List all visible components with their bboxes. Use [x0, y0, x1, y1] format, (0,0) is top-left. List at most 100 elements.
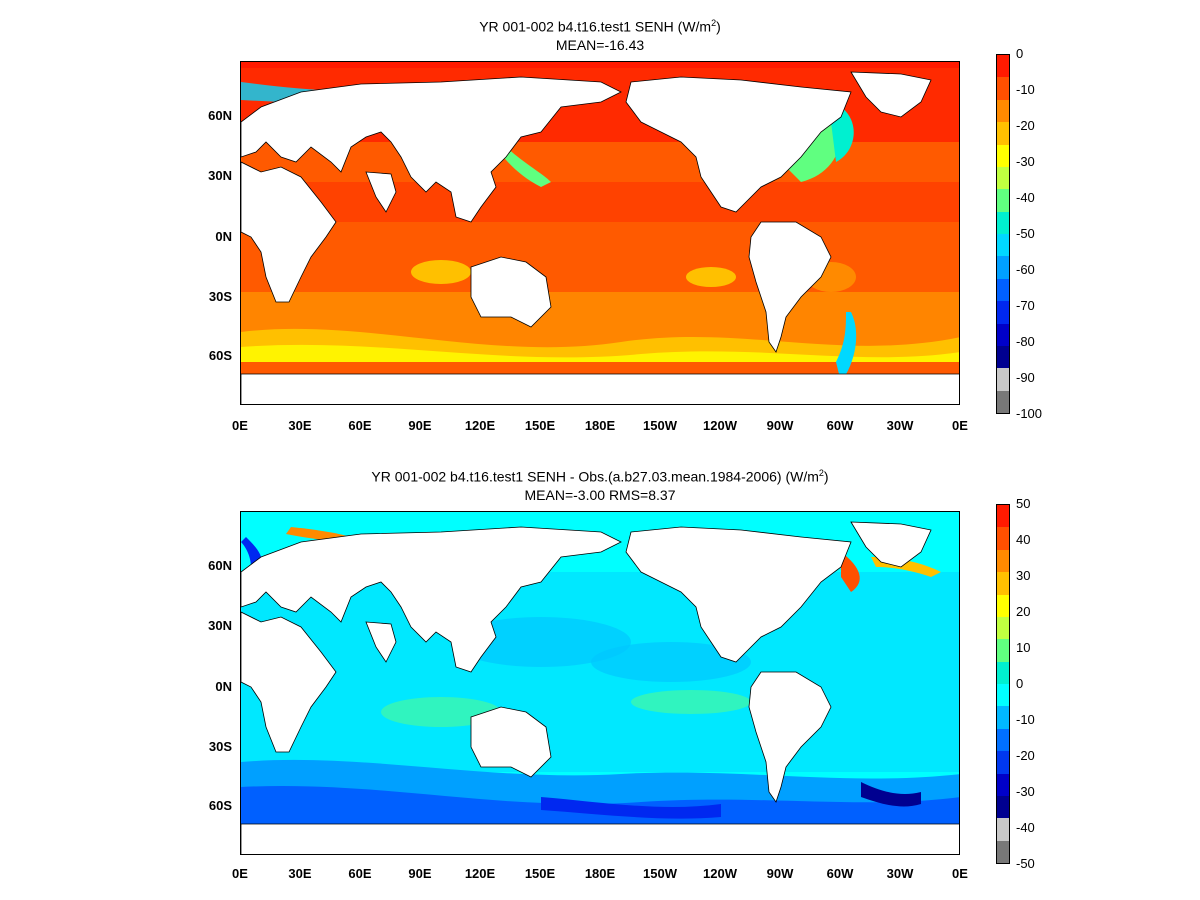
- colorbar-tick-label: 50: [1016, 496, 1031, 511]
- colorbar-tick-label: -50: [1016, 856, 1035, 871]
- lon-label: 0E: [232, 866, 248, 881]
- colorbar-segment: [997, 773, 1009, 796]
- lat-label: 30N: [208, 618, 232, 633]
- colorbar-segment: [997, 301, 1009, 324]
- colorbar-segment: [997, 390, 1009, 413]
- colorbar: [996, 504, 1010, 864]
- lat-label: 0N: [215, 229, 232, 244]
- colorbar-segment: [997, 256, 1009, 279]
- lon-label: 30W: [886, 418, 914, 433]
- lon-label: 90W: [766, 866, 794, 881]
- colorbar-segment: [997, 594, 1009, 617]
- colorbar-segment: [997, 278, 1009, 302]
- colorbar-tick-label: 0: [1016, 46, 1024, 61]
- colorbar-segment: [997, 751, 1009, 774]
- lon-label: 60W: [826, 866, 854, 881]
- lon-label: 90E: [408, 866, 432, 881]
- lat-label: 60S: [208, 798, 232, 813]
- lon-label: 0E: [232, 418, 248, 433]
- lon-label: 120W: [703, 866, 737, 881]
- panel-title: YR 001-002 b4.t16.test1 SENH (W/m2): [479, 18, 721, 35]
- world-map: [240, 61, 960, 405]
- colorbar-tick-label: -70: [1016, 298, 1035, 313]
- lat-label: 60S: [208, 348, 232, 363]
- colorbar-segment: [997, 189, 1009, 212]
- lat-label: 30S: [208, 739, 232, 754]
- colorbar-segment: [997, 77, 1009, 100]
- lon-label: 90W: [766, 418, 794, 433]
- lon-label: 150W: [643, 418, 677, 433]
- lon-label: 60E: [348, 866, 372, 881]
- lon-label: 150E: [524, 418, 556, 433]
- colorbar-tick-label: 20: [1016, 604, 1031, 619]
- lon-label: 60E: [348, 418, 372, 433]
- colorbar-segment: [997, 706, 1009, 729]
- lon-label: 0E: [952, 866, 968, 881]
- lon-label: 120E: [464, 418, 496, 433]
- lat-label: 0N: [215, 679, 232, 694]
- colorbar-segment: [997, 211, 1009, 234]
- colorbar-segment: [997, 549, 1009, 573]
- colorbar-segment: [997, 572, 1009, 595]
- colorbar-tick-label: -10: [1016, 82, 1035, 97]
- world-map: [240, 511, 960, 855]
- colorbar-segment: [997, 122, 1009, 145]
- colorbar: [996, 54, 1010, 414]
- colorbar-tick-label: -10: [1016, 712, 1035, 727]
- colorbar-segment: [997, 368, 1009, 391]
- colorbar-tick-label: 0: [1016, 676, 1024, 691]
- colorbar-segment: [997, 234, 1009, 257]
- colorbar-segment: [997, 639, 1009, 662]
- colorbar-segment: [997, 505, 1009, 528]
- lat-label: 60N: [208, 558, 232, 573]
- lon-label: 120W: [703, 418, 737, 433]
- lon-label: 30W: [886, 866, 914, 881]
- colorbar-segment: [997, 345, 1009, 369]
- lon-label: 30E: [288, 866, 312, 881]
- colorbar-tick-label: -100: [1016, 406, 1043, 421]
- colorbar-tick-label: -80: [1016, 334, 1035, 349]
- colorbar-segment: [997, 144, 1009, 167]
- lat-label: 30S: [208, 289, 232, 304]
- colorbar-tick-label: -90: [1016, 370, 1035, 385]
- colorbar-tick-label: -40: [1016, 190, 1035, 205]
- map-field: [241, 62, 959, 404]
- colorbar-segment: [997, 166, 1009, 190]
- lon-label: 30E: [288, 418, 312, 433]
- lon-label: 90E: [408, 418, 432, 433]
- lat-label: 60N: [208, 108, 232, 123]
- lon-label: 0E: [952, 418, 968, 433]
- lon-label: 60W: [826, 418, 854, 433]
- colorbar-segment: [997, 728, 1009, 752]
- colorbar-segment: [997, 323, 1009, 346]
- colorbar-tick-label: 40: [1016, 532, 1031, 547]
- lon-label: 120E: [464, 866, 496, 881]
- colorbar-segment: [997, 55, 1009, 78]
- colorbar-segment: [997, 527, 1009, 550]
- lat-label: 30N: [208, 168, 232, 183]
- lon-label: 150W: [643, 866, 677, 881]
- map-field: [241, 512, 959, 854]
- colorbar-segment: [997, 818, 1009, 841]
- colorbar-segment: [997, 99, 1009, 123]
- colorbar-segment: [997, 616, 1009, 640]
- colorbar-tick-label: 30: [1016, 568, 1031, 583]
- panel-title: YR 001-002 b4.t16.test1 SENH - Obs.(a.b2…: [371, 468, 829, 485]
- lon-label: 150E: [524, 866, 556, 881]
- colorbar-segment: [997, 661, 1009, 684]
- lon-label: 180E: [584, 418, 616, 433]
- colorbar-tick-label: -40: [1016, 820, 1035, 835]
- colorbar-tick-label: -30: [1016, 784, 1035, 799]
- colorbar-tick-label: -30: [1016, 154, 1035, 169]
- panel-mean: MEAN=-16.43: [555, 37, 645, 53]
- colorbar-segment: [997, 684, 1009, 707]
- colorbar-tick-label: -20: [1016, 748, 1035, 763]
- colorbar-segment: [997, 795, 1009, 819]
- panel-mean-rms: MEAN=-3.00 RMS=8.37: [524, 487, 676, 503]
- colorbar-tick-label: -50: [1016, 226, 1035, 241]
- colorbar-segment: [997, 840, 1009, 863]
- colorbar-tick-label: -20: [1016, 118, 1035, 133]
- colorbar-tick-label: 10: [1016, 640, 1031, 655]
- lon-label: 180E: [584, 866, 616, 881]
- colorbar-tick-label: -60: [1016, 262, 1035, 277]
